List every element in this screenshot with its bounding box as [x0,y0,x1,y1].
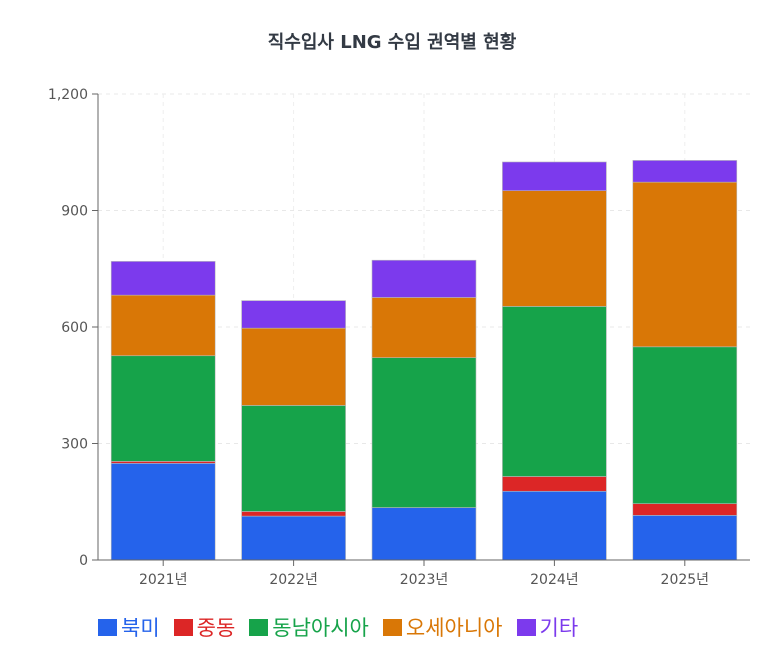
x-tick-label: 2024년 [530,572,579,588]
legend-item[interactable]: 북미 [98,612,160,642]
bar-segment [371,507,477,561]
bar-segment [632,160,738,183]
legend-swatch [516,618,536,636]
bar-segment [241,515,346,561]
bar-segment [502,490,607,561]
bar-segment [502,190,607,307]
y-tick-label: 300 [61,437,88,453]
y-tick-label: 0 [79,553,88,569]
legend-item[interactable]: 동남아시아 [249,612,369,642]
bar-segment [502,476,607,492]
bar-segment [241,300,346,329]
legend-swatch [98,618,117,636]
bar-segment [110,261,216,296]
legend-item[interactable]: 오세아니아 [382,612,503,642]
bar-segment [502,161,607,191]
x-tick-label: 2021년 [139,572,188,588]
legend-label: 오세아니아 [405,616,503,640]
bar-segment [241,511,346,517]
bar-segment [632,503,738,516]
bar-segment [371,357,477,508]
bar-segment [110,463,216,561]
bar-segment [110,355,216,462]
chart-title: 직수입사 LNG 수입 권역별 현황 [267,32,517,53]
legend-label: 북미 [121,616,160,640]
x-tick-label: 2025년 [661,572,710,588]
bar-segment [632,346,738,504]
bar-segment [632,181,738,348]
x-tick-label: 2022년 [269,572,318,588]
bar-segment [371,259,477,298]
legend-label: 중동 [196,616,236,640]
x-tick-label: 2023년 [400,572,449,588]
legend: 북미 중동 동남아시아 오세아니아 기타 [98,612,578,642]
bar-segment [241,327,346,406]
bar-segment [502,306,607,477]
y-tick-label: 900 [61,204,88,220]
legend-swatch [173,618,193,636]
legend-label: 기타 [539,616,579,640]
bar-segment [110,294,216,357]
legend-item[interactable]: 중동 [173,612,236,642]
y-tick-label: 1,200 [48,87,88,103]
legend-swatch [249,618,269,636]
bar-segment [241,405,346,512]
legend-swatch [382,618,402,636]
bar-segment [632,515,738,561]
legend-label: 동남아시아 [272,616,369,640]
y-tick-label: 600 [61,320,88,336]
bar-segment [371,297,477,358]
legend-item[interactable]: 기타 [516,612,579,642]
